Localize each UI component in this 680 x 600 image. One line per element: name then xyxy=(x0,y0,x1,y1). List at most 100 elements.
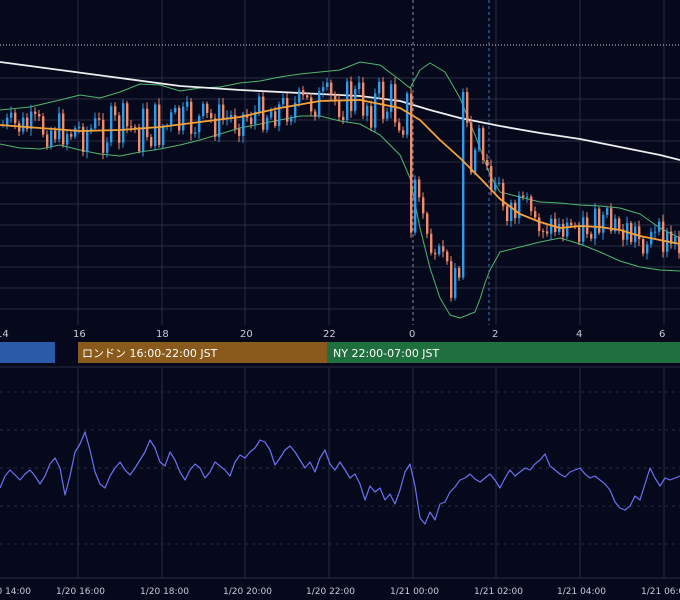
candle-body xyxy=(534,211,537,218)
candle-body xyxy=(126,103,129,127)
x-tick-label: 2 xyxy=(492,329,498,340)
bollinger-lower xyxy=(0,115,680,319)
candle-body xyxy=(670,231,673,244)
candle-body xyxy=(34,111,37,114)
candle-body xyxy=(402,130,405,135)
candle-body xyxy=(562,223,565,237)
candle-body xyxy=(610,208,613,232)
candle-body xyxy=(50,130,53,147)
candle-body xyxy=(502,182,505,207)
candle-body xyxy=(234,114,237,129)
candle-body xyxy=(282,98,285,105)
candle-body xyxy=(538,217,541,232)
candle-body xyxy=(582,217,585,242)
candle-body xyxy=(382,81,385,119)
candle-body xyxy=(90,128,93,131)
oscillator-line xyxy=(0,431,680,525)
candle-body xyxy=(642,239,645,254)
candle-body xyxy=(362,82,365,116)
candle-body xyxy=(158,104,161,146)
x-tick-label: 6 xyxy=(659,329,665,340)
candle-body xyxy=(230,114,233,118)
candle-body xyxy=(58,113,61,140)
candle-body xyxy=(470,122,473,173)
candle-body xyxy=(106,142,109,153)
candle-body xyxy=(142,108,145,152)
ma-long-line xyxy=(0,61,680,161)
candle-body xyxy=(410,93,413,233)
candle-body xyxy=(430,233,433,253)
candle-body xyxy=(250,117,253,125)
session-ny xyxy=(327,342,680,363)
candle-body xyxy=(426,213,429,234)
candle-body xyxy=(134,126,137,128)
candle-body xyxy=(38,113,41,117)
x-tick-label: 18 xyxy=(156,329,169,340)
x-tick-label: 22 xyxy=(323,329,336,340)
candle-body xyxy=(222,104,225,120)
candle-body xyxy=(10,112,13,118)
candle-body xyxy=(18,123,21,132)
bottom-tick-label: 1/20 22:00 xyxy=(306,587,355,597)
candle-body xyxy=(462,91,465,278)
candle-body xyxy=(494,182,497,190)
candle-body xyxy=(398,122,401,131)
candle-body xyxy=(674,236,677,244)
candle-body xyxy=(594,208,597,239)
candle-body xyxy=(202,103,205,117)
candle-body xyxy=(110,106,113,143)
candle-body xyxy=(206,103,209,113)
candle-body xyxy=(466,91,469,123)
session-bar: ロンドン 16:00-22:00 JST NY 22:00-07:00 JST xyxy=(0,342,680,363)
candle-body xyxy=(474,149,477,173)
candle-body xyxy=(150,137,153,147)
candle-body xyxy=(590,233,593,239)
candle-body xyxy=(482,128,485,161)
candle-body xyxy=(186,101,189,107)
candle-body xyxy=(322,86,325,92)
ma-short-line xyxy=(0,99,680,245)
candle-body xyxy=(178,107,181,131)
candle-body xyxy=(138,127,141,152)
candle-body xyxy=(374,93,377,128)
candle-body xyxy=(190,101,193,134)
candle-body xyxy=(294,102,297,119)
candle-body xyxy=(530,196,533,212)
candle-body xyxy=(78,126,81,129)
candle-body xyxy=(394,84,397,123)
candle-body xyxy=(546,231,549,234)
candle-body xyxy=(54,130,57,140)
session-london xyxy=(78,342,327,363)
candle-body xyxy=(146,108,149,138)
candle-body xyxy=(658,221,661,232)
session-ny-label: NY 22:00-07:00 JST xyxy=(333,347,440,360)
x-tick-label: 20 xyxy=(240,329,253,340)
candle-body xyxy=(162,126,165,146)
long-moving-average xyxy=(0,61,680,161)
candle-body xyxy=(82,126,85,153)
x-tick-label: 0 xyxy=(409,329,415,340)
candle-body xyxy=(170,112,173,126)
candle-body xyxy=(570,222,573,226)
candle-body xyxy=(66,134,69,145)
candle-body xyxy=(646,244,649,254)
candle-body xyxy=(214,118,217,137)
x-tick-label: 4 xyxy=(576,329,582,340)
candle-body xyxy=(506,206,509,222)
candle-body xyxy=(446,251,449,262)
candle-body xyxy=(566,222,569,237)
candle-body xyxy=(266,117,269,130)
candle-body xyxy=(30,111,33,130)
candle-body xyxy=(26,117,29,130)
session-london-label: ロンドン 16:00-22:00 JST xyxy=(82,347,218,360)
x-tick-label: 16 xyxy=(73,329,86,340)
candle-body xyxy=(278,104,281,126)
candle-body xyxy=(542,231,545,233)
candle-body xyxy=(130,126,133,128)
candle-body xyxy=(522,195,525,197)
candle-body xyxy=(654,231,657,233)
candle-body xyxy=(274,111,277,126)
bottom-tick-label: 1/21 00:00 xyxy=(390,587,439,597)
